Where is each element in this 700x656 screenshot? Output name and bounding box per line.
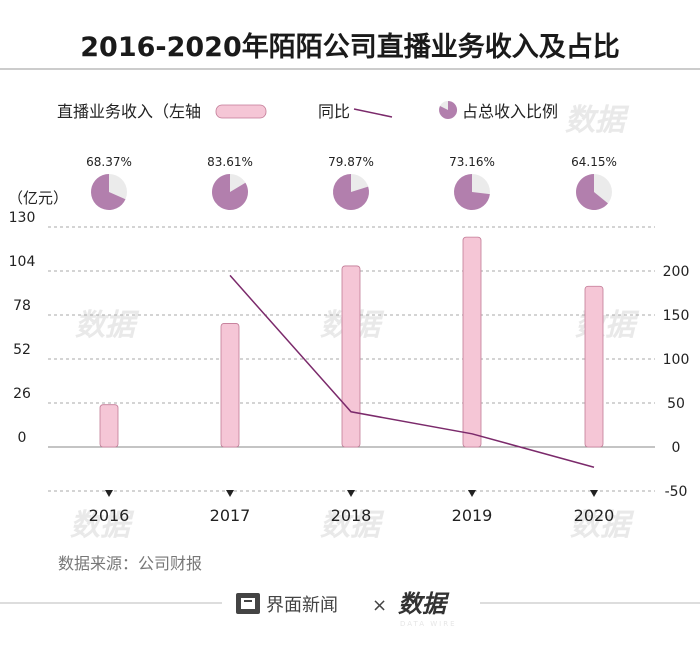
x-tick-marker xyxy=(105,490,113,497)
watermark-text: 数据 xyxy=(75,308,140,343)
bar xyxy=(462,236,482,448)
line-series xyxy=(229,274,595,468)
right-tick-label: 200 xyxy=(663,264,690,280)
pie xyxy=(90,174,127,211)
bar xyxy=(584,285,604,448)
right-axis-ticks: -50 0 50 100 150 200 xyxy=(663,264,690,500)
watermark-text: 数据 xyxy=(320,508,385,543)
left-tick-label: 26 xyxy=(13,386,31,402)
right-tick-label: -50 xyxy=(665,484,688,500)
yoy-line xyxy=(229,274,595,468)
x-tick-marker xyxy=(590,490,598,497)
watermark-text: 数据 xyxy=(570,508,635,543)
right-tick-label: 100 xyxy=(663,352,690,368)
chart-title: 2016-2020年陌陌公司直播业务收入及占比 xyxy=(80,31,620,63)
x-tick-label: 2020 xyxy=(574,506,615,525)
legend-bar-label: 直播业务收入（左轴 xyxy=(57,102,201,121)
pie xyxy=(212,174,248,211)
pie-label: 83.61% xyxy=(207,155,253,169)
left-tick-label: 130 xyxy=(9,210,36,226)
x-tick-label: 2016 xyxy=(89,506,130,525)
watermarks: 数据 数据 数据 数据 数据 数据 数据 xyxy=(70,103,640,543)
footer-separator: × xyxy=(372,595,387,616)
pie-slice xyxy=(212,174,248,211)
bar xyxy=(99,404,119,448)
pie xyxy=(454,174,490,210)
bar-series xyxy=(99,236,604,448)
x-axis-ticks: 2016 2017 2018 2019 2020 xyxy=(89,490,615,525)
pie-slice xyxy=(576,174,608,210)
pie-slice xyxy=(454,174,490,210)
pie xyxy=(576,174,612,210)
bar xyxy=(220,323,240,448)
legend-pie-label: 占总收入比例 xyxy=(462,102,558,121)
pie-label: 68.37% xyxy=(86,155,132,169)
footer: 界面新闻 × 数据 DATA WIRE xyxy=(0,590,700,628)
left-tick-label: 104 xyxy=(9,254,36,270)
pie xyxy=(333,174,370,211)
source-note: 数据来源：公司财报 xyxy=(58,554,202,573)
left-tick-label: 52 xyxy=(13,342,31,358)
footer-brand: 界面新闻 xyxy=(266,595,338,616)
left-axis-ticks: 0 26 52 78 104 130 xyxy=(9,210,36,446)
bar xyxy=(341,265,361,448)
left-tick-label: 78 xyxy=(13,298,31,314)
pie-label: 73.16% xyxy=(449,155,495,169)
watermark-text: 数据 xyxy=(70,508,135,543)
pie-slice xyxy=(90,174,126,211)
legend-line-label: 同比 xyxy=(318,102,350,121)
pie-label: 79.87% xyxy=(328,155,374,169)
pie-series: 68.37% 83.61% 79.87% 73.16% 64.15% xyxy=(86,155,617,211)
left-tick-label: 0 xyxy=(18,430,27,446)
legend-bar-swatch xyxy=(215,104,267,119)
footer-partner-logo: 数据 xyxy=(398,590,450,618)
x-tick-marker xyxy=(468,490,476,497)
right-tick-label: 150 xyxy=(663,308,690,324)
watermark-text: 数据 xyxy=(565,103,630,138)
jiemian-logo-icon xyxy=(236,593,260,614)
legend-line-swatch xyxy=(353,108,393,118)
footer-partner-sub: DATA WIRE xyxy=(400,620,457,628)
right-tick-label: 50 xyxy=(667,396,685,412)
pie-label: 64.15% xyxy=(571,155,617,169)
legend-pie-swatch xyxy=(439,100,458,119)
x-tick-label: 2018 xyxy=(331,506,372,525)
x-tick-label: 2017 xyxy=(210,506,251,525)
pie-slice xyxy=(333,174,370,211)
x-tick-marker xyxy=(347,490,355,497)
x-tick-marker xyxy=(226,490,234,497)
legend: 直播业务收入（左轴 同比 占总收入比例 xyxy=(57,100,558,121)
left-axis-unit: （亿元） xyxy=(8,189,68,207)
x-tick-label: 2019 xyxy=(452,506,493,525)
right-tick-label: 0 xyxy=(672,440,681,456)
